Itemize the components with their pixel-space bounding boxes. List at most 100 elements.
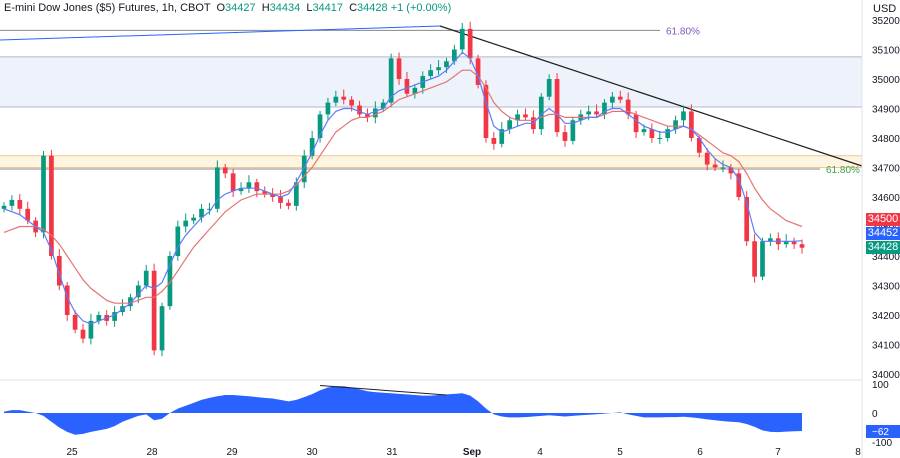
candle-body — [768, 238, 773, 242]
candle-body — [270, 194, 275, 197]
candle-body — [333, 96, 339, 103]
candle-body — [760, 241, 765, 277]
candle-body — [230, 173, 236, 192]
candle-body — [499, 129, 505, 144]
price-tag-ma-fast: 34452 — [866, 227, 900, 240]
x-tick-label: 30 — [306, 447, 318, 458]
candle-body — [681, 111, 686, 121]
candle-body — [523, 114, 528, 118]
candle-body — [696, 138, 702, 153]
ma-slow-line — [3, 69, 803, 304]
candle-body — [720, 167, 726, 169]
candle-body — [341, 96, 347, 100]
candle-body — [64, 285, 70, 315]
candle-body — [428, 70, 434, 77]
candle-body — [214, 167, 220, 209]
y-tick-label: 34400 — [872, 252, 900, 263]
candle-body — [507, 120, 513, 130]
candle-body — [80, 329, 86, 339]
x-tick-label: Sep — [463, 447, 481, 458]
x-tick-label: 28 — [146, 447, 158, 458]
osc-tick-label: 100 — [872, 380, 889, 391]
candle-body — [372, 108, 378, 118]
candle-body — [325, 102, 331, 115]
x-tick-label: 4 — [537, 447, 543, 458]
candle-body — [752, 241, 757, 277]
candle-body — [594, 111, 599, 115]
fib-label-1: 61.80% — [826, 165, 860, 176]
x-tick-label: 5 — [617, 447, 623, 458]
candle-body — [191, 217, 196, 221]
candle-body — [41, 155, 46, 233]
y-tick-label: 34800 — [872, 134, 900, 145]
candle-body — [222, 167, 228, 174]
chart-header: E-mini Dow Jones ($5) Futures, 1h, CBOT … — [4, 2, 451, 14]
candle-body — [357, 105, 362, 115]
x-tick-label: 8 — [855, 447, 861, 458]
candle-body — [207, 208, 212, 210]
ma-fast-line — [3, 51, 803, 325]
y-tick-label: 34200 — [872, 311, 900, 322]
osc-last-value: −62 — [872, 427, 889, 438]
candle-body — [799, 244, 805, 248]
open-value: 34427 — [225, 2, 256, 14]
candle-body — [791, 241, 797, 245]
symbol-title: E-mini Dow Jones ($5) Futures, 1h, CBOT — [4, 2, 211, 14]
y-tick-label: 34600 — [872, 193, 900, 204]
candle-body — [704, 152, 710, 165]
y-tick-label: 34100 — [872, 341, 900, 352]
candle-body — [475, 58, 481, 85]
y-tick-label: 35100 — [872, 46, 900, 57]
candle-body — [88, 320, 94, 339]
candle-body — [673, 120, 678, 130]
y-tick-label: 34700 — [872, 164, 900, 175]
candle-body — [286, 202, 291, 206]
trendline-blue — [0, 25, 441, 41]
open-label: O — [216, 2, 226, 14]
candle-body — [175, 226, 181, 256]
x-tick-label: 6 — [697, 447, 703, 458]
candle-body — [396, 58, 402, 79]
zone-1 — [0, 155, 862, 168]
y-tick-label: 35000 — [872, 75, 900, 86]
osc-tick-label: 0 — [872, 409, 878, 420]
y-tick-label: 34000 — [872, 370, 900, 381]
candle-body — [25, 208, 31, 221]
candle-body — [610, 96, 615, 103]
candle-body — [554, 79, 560, 133]
low-value: 34417 — [312, 2, 344, 14]
candle-body — [380, 102, 386, 109]
candle-body — [625, 99, 631, 115]
currency-label: USD — [873, 3, 897, 15]
candle-body — [452, 49, 457, 62]
candle-body — [736, 173, 742, 197]
candle-body — [365, 114, 370, 118]
oscillator-divergence-line — [320, 384, 447, 396]
candle-body — [546, 79, 552, 97]
candle-body — [199, 208, 204, 218]
high-value: 34434 — [269, 2, 301, 14]
candle-body — [17, 199, 23, 209]
candle-body — [135, 285, 141, 298]
candle-body — [301, 155, 307, 183]
candle-body — [72, 315, 78, 330]
change-value: +1 (+0.00%) — [390, 2, 452, 14]
x-tick-label: 25 — [66, 447, 78, 458]
price-tag-ma-slow: 34500 — [866, 213, 900, 226]
osc-tick-label: -100 — [872, 438, 892, 449]
candle-body — [712, 164, 718, 168]
candle-body — [483, 84, 489, 138]
candle-body — [459, 28, 465, 50]
candle-body — [515, 114, 520, 121]
candle-body — [633, 114, 639, 133]
candle-body — [262, 191, 268, 195]
candle-body — [665, 129, 671, 138]
x-tick-label: 31 — [386, 447, 398, 458]
candle-body — [293, 182, 299, 206]
candle-body — [317, 114, 323, 138]
candle-body — [349, 99, 354, 106]
candle-body — [159, 306, 165, 351]
candle-body — [388, 58, 394, 103]
candle-body — [151, 270, 157, 351]
